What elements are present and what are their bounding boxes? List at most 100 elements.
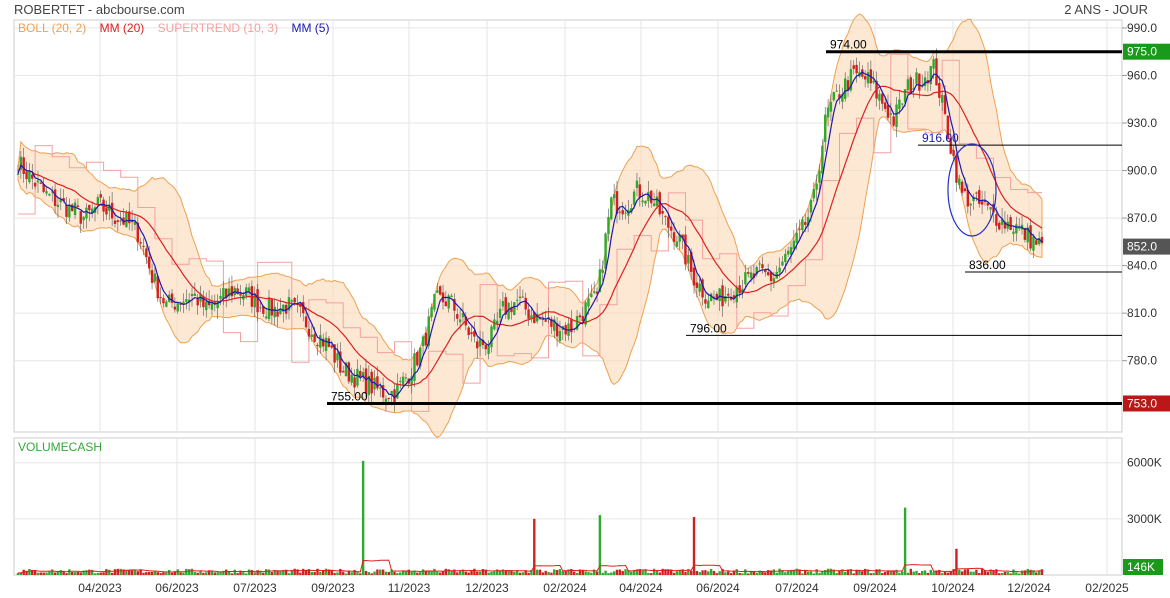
volume-bar (972, 571, 975, 575)
volume-bar (513, 571, 516, 575)
candle-body (935, 58, 938, 86)
volume-bar (244, 573, 248, 575)
candle-body (570, 319, 573, 333)
candle-body (359, 371, 362, 377)
candle-body (701, 279, 704, 298)
candle-body (330, 345, 333, 348)
volume-bar (51, 569, 54, 575)
volume-bar (898, 572, 901, 575)
volume-bar (133, 569, 137, 575)
candle-body (19, 156, 23, 170)
candle-body (912, 87, 915, 90)
candle-body (393, 389, 396, 403)
volume-bar (698, 572, 701, 575)
volume-bar (162, 572, 165, 575)
candle-body (821, 145, 824, 174)
volume-bar (225, 569, 228, 575)
volume-bar (196, 572, 199, 575)
candle-body (196, 297, 199, 306)
volume-bar (299, 572, 302, 575)
volume-bar (721, 568, 724, 575)
volume-bar (632, 569, 636, 575)
volume-bar (145, 572, 148, 575)
volume-bar (125, 570, 128, 575)
candle-body (832, 92, 835, 101)
candle-body (995, 214, 998, 226)
candle-body (772, 278, 776, 283)
volume-bar (79, 572, 82, 575)
candle-body (1040, 236, 1044, 244)
candle-body (687, 254, 690, 264)
volume-bar (108, 569, 111, 575)
volume-bar (692, 516, 696, 575)
volume-bar (62, 570, 65, 575)
candle-body (610, 197, 613, 220)
candle-body (293, 297, 296, 303)
volume-bar (875, 569, 878, 575)
volume-bar (749, 570, 753, 575)
volume-bar (943, 571, 947, 575)
candle-body (641, 200, 644, 203)
volume-bar (923, 570, 927, 575)
volume-bar (350, 572, 353, 575)
volume-bar (19, 572, 23, 575)
volume-bar (658, 572, 661, 575)
candle-body (1012, 231, 1015, 235)
volume-bar (573, 571, 576, 575)
volume-bar (878, 569, 881, 575)
volume-bar (210, 571, 214, 575)
candle-body (136, 222, 139, 243)
volume-bar (458, 570, 462, 575)
volume-bar (958, 569, 961, 575)
candle-body (932, 59, 935, 69)
vol-tick-label: 3000K (1127, 512, 1162, 526)
candle-body (612, 194, 616, 199)
candle-body (761, 264, 764, 269)
candle-body (946, 115, 950, 140)
candle-body (324, 337, 328, 352)
candle-body (886, 105, 890, 118)
candle-body (584, 302, 587, 325)
volume-bar (980, 568, 984, 575)
volume-bar (481, 569, 485, 575)
volume-bar (236, 573, 239, 575)
level-label: 755.00 (331, 389, 368, 403)
candle-body (490, 326, 493, 348)
volume-bar (581, 570, 584, 575)
volume-bar (630, 571, 633, 575)
candle-body (692, 267, 696, 286)
candle-body (333, 344, 336, 363)
candle-body (447, 295, 450, 309)
bollinger-band (17, 13, 1043, 438)
candle-body (698, 283, 701, 292)
volume-bar (190, 568, 194, 575)
volume-bar (766, 570, 770, 575)
candle-body (53, 189, 57, 206)
volume-bar (216, 572, 219, 575)
candle-body (45, 191, 48, 194)
candle-body (855, 64, 858, 74)
candle-body (818, 170, 821, 183)
volume-bar (1009, 573, 1012, 575)
candle-body (433, 293, 436, 310)
volume-bar (193, 571, 197, 575)
y-tick-label: 870.0 (1127, 211, 1157, 225)
candle-body (239, 293, 242, 296)
legend: BOLL (20, 2) MM (20) SUPERTREND (10, 3) … (18, 21, 339, 35)
volume-bar (213, 572, 217, 575)
volume-bar (815, 569, 818, 575)
candle-body (90, 208, 94, 213)
volume-bar (918, 573, 921, 575)
volume-bar (393, 571, 396, 575)
candle-body (56, 204, 60, 208)
candle-body (963, 188, 967, 191)
volume-bar (267, 569, 271, 575)
volume-bar (456, 572, 459, 575)
candle-body (399, 380, 402, 382)
volume-bar (926, 572, 930, 575)
volume-bar (25, 570, 28, 575)
volume-bar (353, 570, 356, 575)
level-label: 916.00 (922, 131, 959, 145)
volume-bar (279, 570, 282, 575)
candle-body (156, 276, 159, 299)
